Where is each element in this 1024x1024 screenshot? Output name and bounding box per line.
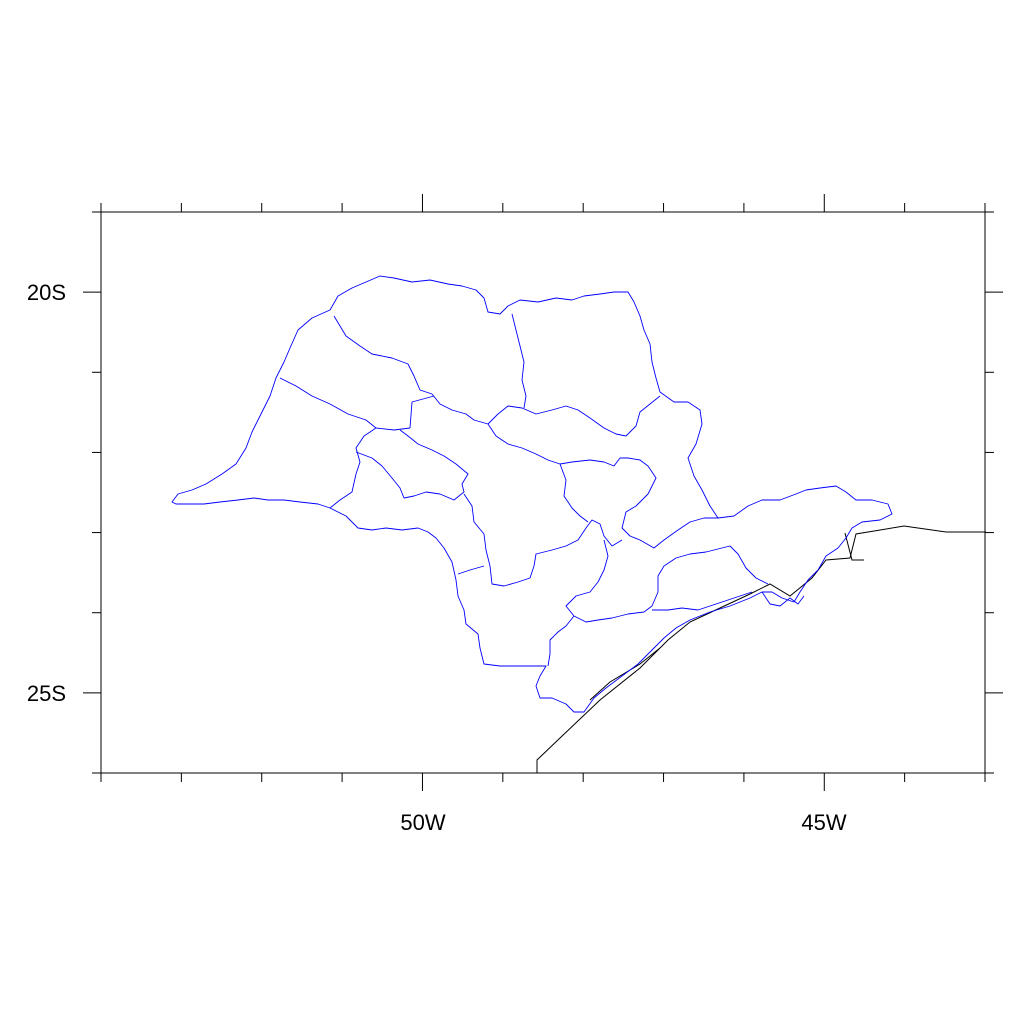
- boundary-16: [761, 591, 805, 607]
- boundary-10: [463, 493, 623, 587]
- state-outline: [171, 275, 893, 713]
- boundary-3: [431, 393, 627, 437]
- boundary-15: [457, 565, 485, 575]
- boundary-4: [409, 395, 435, 429]
- plot-frame: [100, 211, 986, 774]
- boundary-14: [547, 615, 575, 667]
- coastline-line: [536, 525, 986, 773]
- boundary-9: [355, 429, 469, 501]
- boundary-11: [559, 463, 589, 523]
- region-boundaries: [171, 275, 893, 713]
- boundary-6: [487, 423, 718, 549]
- coastline-east: [844, 532, 864, 561]
- coastline: [536, 525, 986, 773]
- lat-label-20s: 20S: [27, 280, 66, 305]
- lat-label-25s: 25S: [27, 681, 66, 706]
- boundary-12: [565, 539, 769, 623]
- lon-label-50w: 50W: [400, 810, 445, 835]
- boundary-8: [329, 427, 377, 509]
- boundary-7: [625, 395, 661, 437]
- boundary-13: [652, 591, 753, 611]
- lon-label-45w: 45W: [801, 810, 846, 835]
- boundary-5: [511, 313, 527, 409]
- axis-ticks: [83, 194, 1003, 791]
- coastline-inner: [589, 647, 661, 701]
- boundary-2: [279, 377, 411, 431]
- boundary-1: [333, 315, 433, 395]
